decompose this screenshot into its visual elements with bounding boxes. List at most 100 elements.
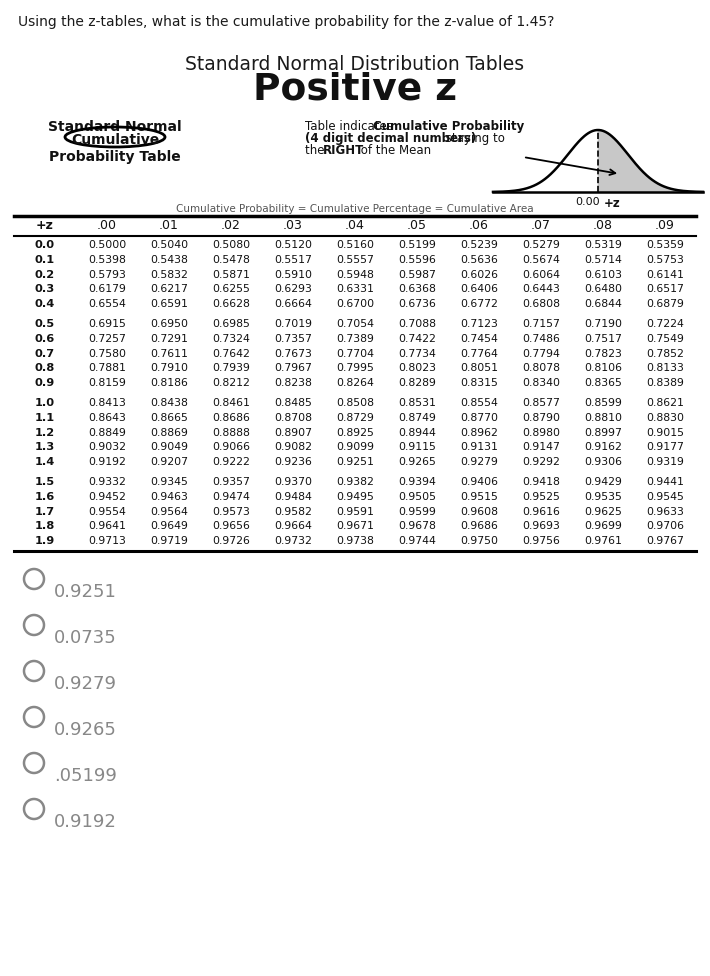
Text: 0.9664: 0.9664 <box>274 521 312 531</box>
Text: 0.8577: 0.8577 <box>522 398 560 408</box>
Text: +z: +z <box>604 197 621 210</box>
Text: 0.7: 0.7 <box>35 348 55 358</box>
Text: 0.9222: 0.9222 <box>212 457 250 468</box>
Text: Positive z: Positive z <box>253 72 457 108</box>
Text: 0.5239: 0.5239 <box>460 240 498 250</box>
Text: 1.5: 1.5 <box>35 477 55 487</box>
Text: (4 digit decimal numbers): (4 digit decimal numbers) <box>305 132 476 145</box>
Text: .05: .05 <box>407 219 427 232</box>
Text: 0.9236: 0.9236 <box>274 457 312 468</box>
Text: 0.6331: 0.6331 <box>336 284 374 295</box>
Text: of the Mean: of the Mean <box>357 144 431 157</box>
Text: 0.5714: 0.5714 <box>584 255 622 264</box>
Text: 0.6293: 0.6293 <box>274 284 312 295</box>
Text: 0.7823: 0.7823 <box>584 348 622 358</box>
Text: 0.6026: 0.6026 <box>460 269 498 279</box>
Text: 0.8621: 0.8621 <box>646 398 684 408</box>
Text: 0.9207: 0.9207 <box>150 457 188 468</box>
Text: 0.9616: 0.9616 <box>522 507 560 516</box>
Text: 0.7422: 0.7422 <box>398 334 436 344</box>
Text: 0.9582: 0.9582 <box>274 507 312 516</box>
Text: 0.5080: 0.5080 <box>212 240 250 250</box>
Text: 0.9: 0.9 <box>35 379 55 388</box>
Text: 0.7486: 0.7486 <box>522 334 560 344</box>
Text: 0.8888: 0.8888 <box>212 427 250 437</box>
Text: 0.9545: 0.9545 <box>646 492 684 502</box>
Text: 0.5279: 0.5279 <box>522 240 560 250</box>
Text: 1.1: 1.1 <box>35 413 55 423</box>
Text: 0.5793: 0.5793 <box>88 269 126 279</box>
Text: 0.9713: 0.9713 <box>88 536 126 547</box>
Text: Standard Normal: Standard Normal <box>48 120 182 134</box>
Text: 0.9656: 0.9656 <box>212 521 250 531</box>
Text: 1.7: 1.7 <box>35 507 55 516</box>
Text: 0.9633: 0.9633 <box>646 507 684 516</box>
Polygon shape <box>599 130 703 192</box>
Text: 0.8686: 0.8686 <box>212 413 250 423</box>
Text: 0.9608: 0.9608 <box>460 507 498 516</box>
Text: 0.7549: 0.7549 <box>646 334 684 344</box>
Text: 0.8264: 0.8264 <box>336 379 374 388</box>
Text: 0.9525: 0.9525 <box>522 492 560 502</box>
Text: the: the <box>305 144 328 157</box>
Text: 0.7673: 0.7673 <box>274 348 312 358</box>
Text: 1.6: 1.6 <box>35 492 55 502</box>
Text: Using the z-tables, what is the cumulative probability for the z-value of 1.45?: Using the z-tables, what is the cumulati… <box>18 15 555 29</box>
Text: 0.0735: 0.0735 <box>54 629 116 647</box>
Text: 0.8389: 0.8389 <box>646 379 684 388</box>
Text: 0.8770: 0.8770 <box>460 413 498 423</box>
Text: 0.7580: 0.7580 <box>88 348 126 358</box>
Text: 0.7704: 0.7704 <box>336 348 374 358</box>
Text: 0.9535: 0.9535 <box>584 492 622 502</box>
Text: 0.9162: 0.9162 <box>584 442 622 453</box>
Text: 0.5040: 0.5040 <box>150 240 188 250</box>
Text: 0.8962: 0.8962 <box>460 427 498 437</box>
Text: 0.8340: 0.8340 <box>522 379 560 388</box>
Text: +z: +z <box>36 219 54 232</box>
Text: Probability Table: Probability Table <box>49 150 181 164</box>
Text: 0.8531: 0.8531 <box>398 398 436 408</box>
Text: 0.7967: 0.7967 <box>274 363 312 374</box>
Text: 0.9564: 0.9564 <box>150 507 188 516</box>
Text: 0.5636: 0.5636 <box>460 255 498 264</box>
Text: 0.8315: 0.8315 <box>460 379 498 388</box>
Text: 0.9767: 0.9767 <box>646 536 684 547</box>
Text: 0.6736: 0.6736 <box>398 300 436 309</box>
Text: 0.8159: 0.8159 <box>88 379 126 388</box>
Text: 0.9649: 0.9649 <box>150 521 188 531</box>
Text: 0.8051: 0.8051 <box>460 363 498 374</box>
Text: Table indicates: Table indicates <box>305 120 397 133</box>
Text: 0.6217: 0.6217 <box>150 284 188 295</box>
Text: 0.5753: 0.5753 <box>646 255 684 264</box>
Text: 0.8461: 0.8461 <box>212 398 250 408</box>
Text: 0.5120: 0.5120 <box>274 240 312 250</box>
Text: 0.5596: 0.5596 <box>398 255 436 264</box>
Text: 0.8925: 0.8925 <box>336 427 374 437</box>
Text: 0.9732: 0.9732 <box>274 536 312 547</box>
Text: 0.5557: 0.5557 <box>336 255 374 264</box>
Text: 0.6554: 0.6554 <box>88 300 126 309</box>
Text: .06: .06 <box>469 219 489 232</box>
Text: 0.7357: 0.7357 <box>274 334 312 344</box>
Text: 0.7224: 0.7224 <box>646 319 684 329</box>
Text: 1.4: 1.4 <box>35 457 55 468</box>
Text: Cumulative Probability: Cumulative Probability <box>373 120 524 133</box>
Text: 0.8665: 0.8665 <box>150 413 188 423</box>
Text: 0.5: 0.5 <box>35 319 55 329</box>
Text: 0.8508: 0.8508 <box>336 398 374 408</box>
Text: 0.8830: 0.8830 <box>646 413 684 423</box>
Text: 0.8133: 0.8133 <box>646 363 684 374</box>
Text: 0.9265: 0.9265 <box>398 457 436 468</box>
Text: 0.7939: 0.7939 <box>212 363 250 374</box>
Text: 0.7764: 0.7764 <box>460 348 498 358</box>
Text: 0.7734: 0.7734 <box>398 348 436 358</box>
Text: 0.9474: 0.9474 <box>212 492 250 502</box>
Text: 0.9495: 0.9495 <box>336 492 374 502</box>
Text: 0.9699: 0.9699 <box>584 521 622 531</box>
Text: .00: .00 <box>97 219 117 232</box>
Text: 0.8749: 0.8749 <box>398 413 436 423</box>
Text: 0.9554: 0.9554 <box>88 507 126 516</box>
Text: 0.9452: 0.9452 <box>88 492 126 502</box>
Text: 0.7454: 0.7454 <box>460 334 498 344</box>
Text: 0.8643: 0.8643 <box>88 413 126 423</box>
